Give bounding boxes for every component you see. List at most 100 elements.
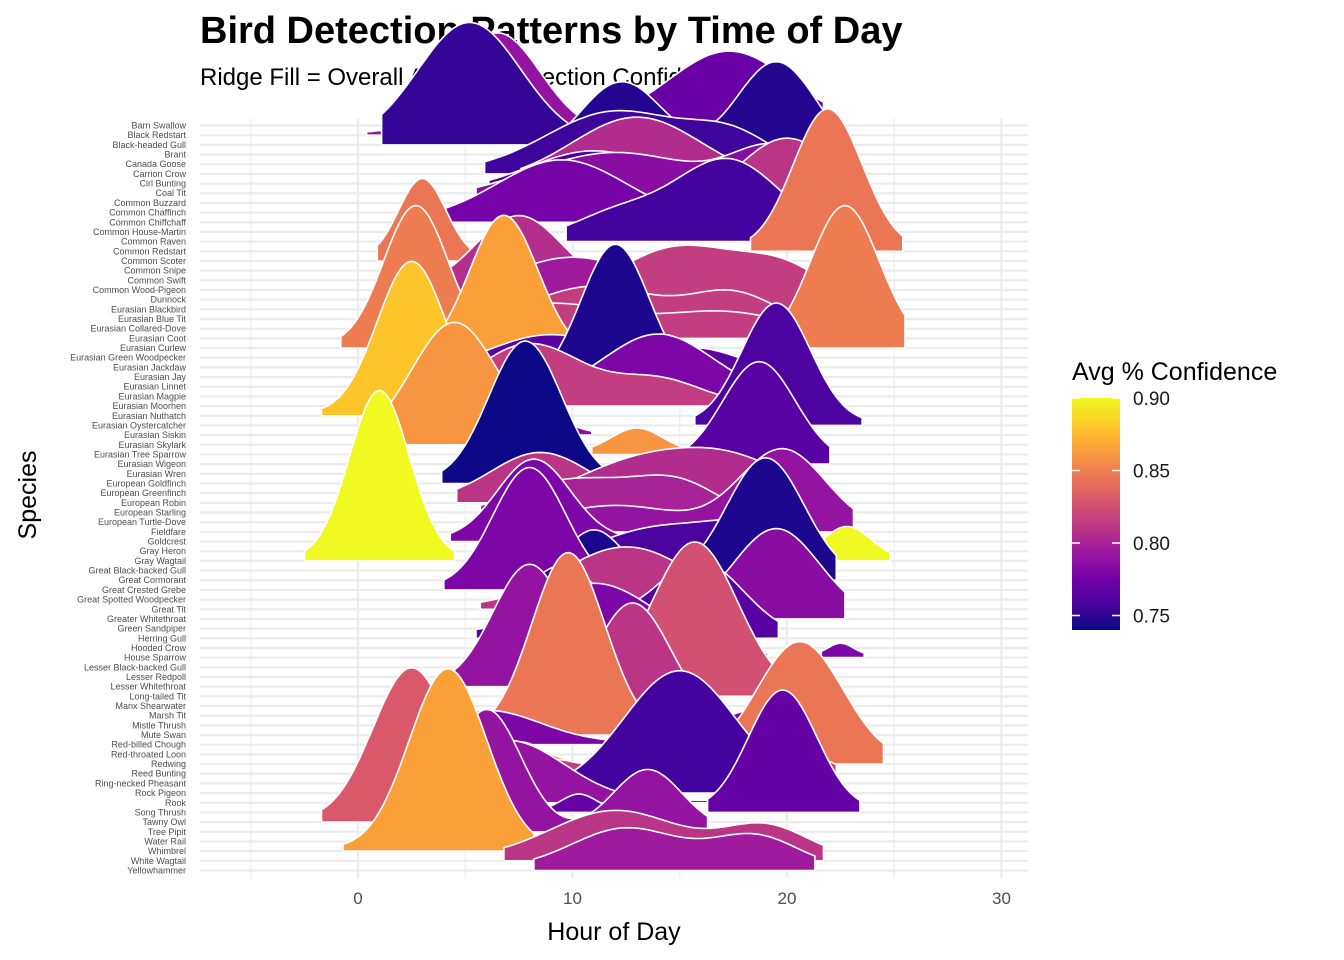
y-tick-label: Common Wood-Pigeon bbox=[93, 285, 186, 295]
legend-tick-label: 0.75 bbox=[1133, 607, 1170, 628]
y-tick-label: Mute Swan bbox=[141, 730, 186, 740]
y-tick-label: Rook bbox=[165, 798, 187, 808]
y-tick-label: European Turtle-Dove bbox=[98, 517, 186, 527]
ridge-eurasian-wigeon bbox=[676, 360, 831, 465]
x-tick-label: 20 bbox=[778, 889, 797, 908]
y-tick-label: Redwing bbox=[151, 759, 186, 769]
y-tick-label: Goldcrest bbox=[147, 537, 186, 547]
y-tick-label: Common Snipe bbox=[124, 266, 186, 276]
y-tick-label: Lesser Black-backed Gull bbox=[84, 662, 186, 672]
y-tick-label: Eurasian Wigeon bbox=[117, 459, 186, 469]
y-tick-label: Tree Pipit bbox=[148, 827, 187, 837]
y-tick-label: Song Thrush bbox=[135, 807, 186, 817]
y-tick-label: Eurasian Jay bbox=[134, 372, 187, 382]
y-tick-label: Red-billed Chough bbox=[111, 740, 186, 750]
y-tick-label: Common Chaffinch bbox=[109, 208, 186, 218]
y-tick-label: Coal Tit bbox=[155, 188, 186, 198]
ridge-mute-swan bbox=[485, 551, 651, 736]
x-tick-label: 30 bbox=[992, 889, 1011, 908]
color-legend: Avg % Confidence 0.75 0.80 0.85 0.90 bbox=[1072, 358, 1277, 630]
y-tick-label: Eurasian Blue Tit bbox=[118, 314, 187, 324]
y-tick-label: Cirl Bunting bbox=[139, 179, 186, 189]
y-tick-label: Whimbrel bbox=[148, 846, 186, 856]
y-tick-label: Carrion Crow bbox=[133, 169, 187, 179]
y-tick-label: Eurasian Tree Sparrow bbox=[94, 449, 187, 459]
y-tick-label: Common Scoter bbox=[121, 256, 186, 266]
y-tick-label: Mistle Thrush bbox=[132, 720, 186, 730]
ridge-gray-wagtail bbox=[303, 389, 456, 562]
x-axis-tick-labels: 0 10 20 30 bbox=[353, 889, 1011, 908]
y-tick-label: Eurasian Blackbird bbox=[111, 304, 186, 314]
y-tick-label: Eurasian Jackdaw bbox=[113, 362, 187, 372]
y-axis-title: Species bbox=[14, 451, 42, 540]
y-tick-label: Eurasian Linnet bbox=[123, 382, 186, 392]
legend-ticks: 0.75 0.80 0.85 0.90 bbox=[1072, 389, 1170, 628]
y-tick-label: Great Crested Grebe bbox=[102, 585, 186, 595]
y-tick-label: European Starling bbox=[114, 508, 186, 518]
legend-title: Avg % Confidence bbox=[1072, 358, 1277, 386]
y-tick-label: Barn Swallow bbox=[131, 121, 186, 131]
y-tick-label: Common Buzzard bbox=[114, 198, 186, 208]
y-tick-label: Common Raven bbox=[121, 237, 186, 247]
x-axis-title: Hour of Day bbox=[547, 918, 681, 946]
ridge-european-goldfinch bbox=[440, 340, 612, 485]
y-tick-label: White Wagtail bbox=[131, 856, 186, 866]
y-tick-label: Rock Pigeon bbox=[135, 788, 186, 798]
ridge-yellowhammer bbox=[533, 826, 816, 872]
ridge-eurasian-curlew bbox=[773, 204, 906, 349]
y-tick-label: Manx Shearwater bbox=[115, 701, 186, 711]
y-tick-label: Red-throated Loon bbox=[111, 749, 186, 759]
y-tick-label: Black Redstart bbox=[127, 130, 186, 140]
x-tick-label: 0 bbox=[353, 889, 362, 908]
y-tick-label: Ring-necked Pheasant bbox=[95, 778, 187, 788]
y-tick-label: European Greenfinch bbox=[100, 488, 186, 498]
legend-tick-label: 0.80 bbox=[1133, 534, 1170, 555]
y-tick-label: Eurasian Oystercatcher bbox=[92, 420, 186, 430]
y-tick-label: Greater Whitethroat bbox=[107, 614, 187, 624]
legend-colorbar bbox=[1072, 398, 1120, 630]
y-tick-label: Eurasian Moorhen bbox=[112, 401, 186, 411]
y-tick-label: Eurasian Skylark bbox=[118, 440, 186, 450]
legend-tick-label: 0.85 bbox=[1133, 462, 1170, 483]
y-tick-label: Reed Bunting bbox=[131, 769, 186, 779]
chart-title: Bird Detection Patterns by Time of Day bbox=[200, 10, 903, 52]
y-tick-label: Common Redstart bbox=[113, 246, 187, 256]
y-tick-label: European Goldfinch bbox=[106, 478, 186, 488]
y-tick-label: Eurasian Magpie bbox=[118, 391, 186, 401]
y-tick-label: Canada Goose bbox=[125, 159, 186, 169]
y-tick-label: Black-headed Gull bbox=[112, 140, 186, 150]
y-tick-label: Eurasian Nuthatch bbox=[112, 411, 186, 421]
y-tick-label: Green Sandpiper bbox=[117, 624, 186, 634]
y-tick-label: Herring Gull bbox=[138, 633, 186, 643]
ridge-eurasian-blackbird bbox=[601, 244, 831, 311]
y-tick-label: Long-tailed Tit bbox=[129, 691, 186, 701]
legend-tick-label: 0.90 bbox=[1133, 389, 1170, 410]
y-tick-label: Eurasian Green Woodpecker bbox=[70, 353, 186, 363]
y-tick-label: Common Swift bbox=[127, 275, 186, 285]
y-tick-label: Yellowhammer bbox=[127, 866, 186, 876]
y-tick-label: Fieldfare bbox=[151, 527, 186, 537]
y-tick-label: Great Tit bbox=[151, 604, 186, 614]
x-tick-label: 10 bbox=[563, 889, 582, 908]
y-tick-label: Great Cormorant bbox=[118, 575, 186, 585]
ridges bbox=[303, 21, 906, 872]
y-tick-label: Marsh Tit bbox=[149, 711, 187, 721]
y-tick-label: Great Spotted Woodpecker bbox=[77, 595, 186, 605]
ridge-eurasian-tree-sparrow bbox=[591, 427, 687, 456]
y-tick-label: Great Black-backed Gull bbox=[88, 566, 186, 576]
y-tick-label: Water Rail bbox=[144, 836, 186, 846]
y-tick-label: Eurasian Curlew bbox=[120, 343, 187, 353]
y-tick-label: Eurasian Collared-Dove bbox=[90, 324, 186, 334]
y-tick-label: Common House-Martin bbox=[93, 227, 186, 237]
y-tick-label: House Sparrow bbox=[124, 653, 187, 663]
ridge-common-redstart bbox=[749, 108, 904, 253]
ridge-house-sparrow bbox=[820, 642, 865, 659]
y-tick-label: Eurasian Siskin bbox=[124, 430, 186, 440]
y-tick-label: Eurasian Wren bbox=[127, 469, 186, 479]
y-tick-label: Gray Wagtail bbox=[134, 556, 186, 566]
ridge-whimbrel bbox=[342, 668, 535, 852]
y-tick-label: Tawny Owl bbox=[142, 817, 186, 827]
y-tick-label: Eurasian Coot bbox=[129, 333, 187, 343]
